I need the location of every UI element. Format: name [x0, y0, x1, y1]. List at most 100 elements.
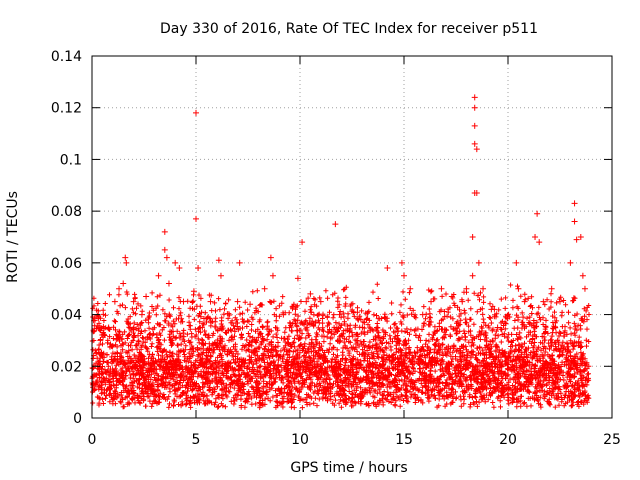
data-point [471, 122, 478, 129]
x-tick-label: 15 [395, 432, 413, 448]
y-tick-label: 0.1 [60, 152, 82, 168]
data-point [294, 275, 301, 282]
data-point [579, 272, 586, 279]
plot-frame [91, 55, 613, 419]
data-point [469, 234, 476, 240]
data-point [234, 298, 241, 305]
data-point [155, 272, 162, 279]
x-tick-label: 5 [192, 432, 201, 448]
data-point [122, 254, 129, 261]
data-point [475, 259, 482, 266]
data-point [93, 350, 100, 357]
data-point [267, 254, 274, 261]
data-point [161, 228, 168, 235]
y-tick-label: 0 [73, 411, 82, 427]
data-point [567, 259, 574, 266]
y-tick-label: 0.04 [51, 308, 82, 324]
data-point [513, 259, 520, 266]
data-point [459, 298, 466, 305]
data-point [332, 221, 339, 228]
data-point [165, 280, 172, 287]
x-tick-label: 10 [291, 432, 309, 448]
data-point [172, 259, 179, 266]
data-point [540, 298, 547, 305]
data-point [577, 234, 584, 240]
data-point [307, 290, 314, 297]
data-point [303, 298, 310, 305]
data-point [180, 298, 187, 305]
x-tick-label: 0 [88, 432, 97, 448]
data-point [469, 272, 476, 279]
grid-lines [92, 56, 612, 418]
data-point [269, 272, 276, 279]
chart-title: Day 330 of 2016, Rate Of TEC Index for r… [160, 21, 538, 37]
data-point [317, 298, 324, 305]
data-points [93, 94, 588, 357]
axes: 0 5 10 15 20 25 0 0.02 0.04 0.06 0.08 0.1 0.12 0.14 [51, 49, 621, 448]
data-point [195, 265, 202, 272]
data-point [236, 259, 243, 266]
data-point [557, 298, 563, 305]
data-point [130, 298, 137, 305]
data-point [97, 337, 104, 344]
data-point [494, 324, 501, 331]
y-tick-label: 0.12 [51, 101, 82, 117]
data-point [521, 298, 528, 305]
x-tick-label: 25 [603, 432, 621, 448]
data-point [280, 311, 287, 318]
data-point [534, 210, 541, 217]
y-tick-label: 0.08 [51, 204, 82, 220]
data-point [471, 104, 478, 111]
data-point [373, 324, 380, 331]
y-axis-label: ROTI / TECUs [5, 191, 21, 283]
data-point [532, 234, 539, 240]
data-point [143, 293, 150, 300]
data-point [138, 311, 145, 318]
data-point [473, 190, 480, 197]
data-point [573, 236, 580, 243]
data-point [161, 246, 168, 253]
data-point [359, 324, 366, 331]
data-point [299, 239, 306, 246]
data-point [438, 285, 445, 292]
data-point [571, 218, 578, 225]
data-point [176, 265, 183, 272]
data-point [163, 254, 170, 261]
data-point [488, 306, 495, 313]
data-point [571, 200, 578, 207]
data-point [398, 259, 405, 266]
data-point [480, 285, 487, 292]
data-point [111, 298, 118, 305]
y-tick-label: 0.14 [51, 49, 82, 65]
data-point [105, 324, 112, 331]
axis-labels: Day 330 of 2016, Rate Of TEC Index for r… [5, 21, 538, 476]
data-point [247, 301, 254, 308]
data-point [419, 311, 426, 318]
data-point [428, 298, 435, 305]
data-point [384, 265, 391, 272]
data-point [215, 257, 222, 264]
data-point [548, 285, 555, 292]
data-point [120, 280, 127, 287]
data-point [217, 272, 224, 279]
dense-data-band [89, 281, 592, 411]
data-point [349, 329, 355, 336]
data-point [336, 311, 343, 318]
data-point [407, 285, 414, 292]
data-point [123, 259, 130, 266]
data-point [207, 298, 214, 305]
data-point [515, 285, 522, 292]
data-point [193, 215, 199, 222]
data-point [536, 239, 543, 246]
y-tick-label: 0.02 [51, 359, 82, 375]
data-point [116, 285, 123, 292]
data-point [261, 285, 268, 292]
data-point [471, 140, 478, 147]
data-point [473, 146, 480, 153]
data-point [401, 272, 407, 279]
y-tick-label: 0.06 [51, 256, 82, 272]
data-point [190, 288, 197, 295]
data-point [448, 293, 455, 300]
